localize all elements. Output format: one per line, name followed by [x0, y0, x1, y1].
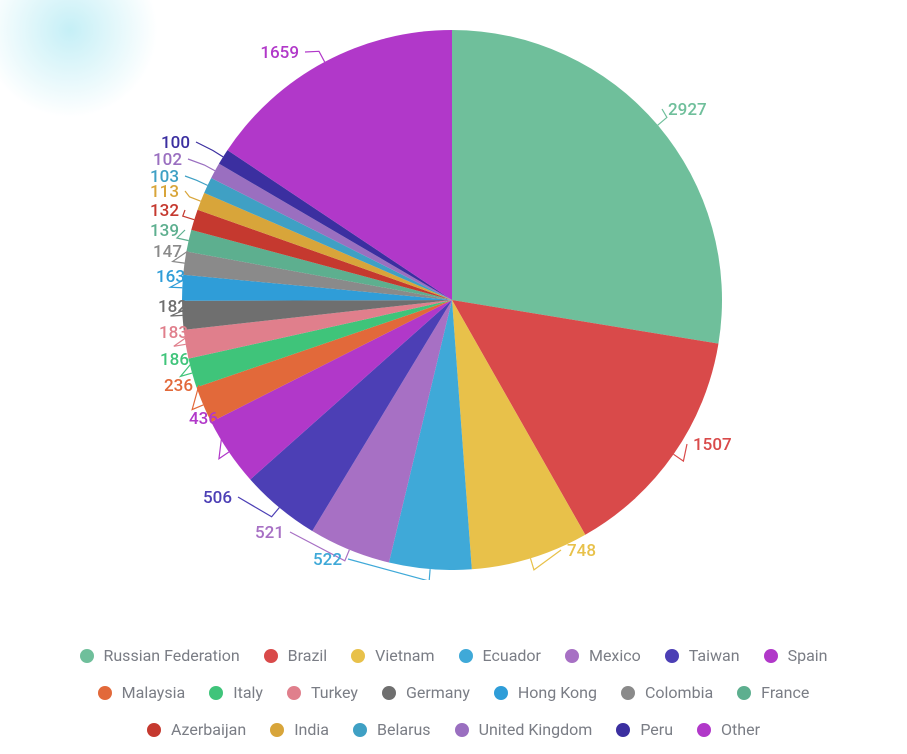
legend-item[interactable]: Turkey [287, 683, 358, 702]
pie-svg [182, 30, 722, 570]
legend-item[interactable]: India [270, 720, 329, 739]
legend-label: Hong Kong [518, 683, 597, 702]
legend-dot [737, 686, 751, 700]
legend-item[interactable]: Peru [616, 720, 673, 739]
legend-item[interactable]: Mexico [565, 646, 641, 665]
legend-dot [264, 649, 278, 663]
legend-dot [353, 723, 367, 737]
pie-slice[interactable] [452, 30, 722, 344]
legend-item[interactable]: United Kingdom [455, 720, 593, 739]
legend-item[interactable]: Germany [382, 683, 470, 702]
legend-label: Vietnam [375, 646, 434, 665]
legend-item[interactable]: Brazil [264, 646, 328, 665]
legend-dot [697, 723, 711, 737]
slice-label: 521 [255, 523, 284, 543]
legend-item[interactable]: Spain [764, 646, 828, 665]
legend-dot [287, 686, 301, 700]
legend-label: Ecuador [483, 646, 541, 665]
legend-dot [621, 686, 635, 700]
legend-dot [565, 649, 579, 663]
legend-item[interactable]: Italy [209, 683, 263, 702]
legend-label: Taiwan [689, 646, 740, 665]
slice-label: 132 [150, 201, 179, 221]
pie-chart: 2927 1507 748 522 521 506 436 236 186 183 182 163 14… [0, 20, 907, 580]
slice-label: 183 [159, 323, 188, 343]
slice-label: 100 [161, 133, 190, 153]
slice-label: 436 [189, 409, 218, 429]
legend-dot [98, 686, 112, 700]
slice-label: 163 [156, 267, 185, 287]
legend-label: India [294, 720, 329, 739]
legend-label: Azerbaijan [171, 720, 246, 739]
legend-label: Belarus [377, 720, 431, 739]
slice-label: 236 [164, 376, 193, 396]
legend-label: Spain [788, 646, 828, 665]
legend-item[interactable]: Belarus [353, 720, 431, 739]
legend-item[interactable]: Taiwan [665, 646, 740, 665]
slice-label: 182 [158, 297, 187, 317]
legend-item[interactable]: Other [697, 720, 760, 739]
legend-label: Colombia [645, 683, 713, 702]
legend-label: Germany [406, 683, 470, 702]
legend: Russian Federation Brazil Vietnam Ecuador Me… [0, 636, 907, 754]
slice-label: 102 [153, 150, 182, 170]
legend-dot [270, 723, 284, 737]
slice-label: 506 [203, 488, 232, 508]
legend-item[interactable]: Hong Kong [494, 683, 597, 702]
legend-label: Malaysia [122, 683, 186, 702]
legend-item[interactable]: Vietnam [351, 646, 434, 665]
legend-item[interactable]: Ecuador [459, 646, 541, 665]
slice-label: 147 [153, 242, 182, 262]
legend-item[interactable]: Russian Federation [80, 646, 240, 665]
legend-item[interactable]: Malaysia [98, 683, 186, 702]
legend-label: Brazil [288, 646, 328, 665]
slice-label: 748 [567, 541, 596, 561]
legend-dot [494, 686, 508, 700]
slice-label: 103 [150, 167, 179, 187]
legend-dot [209, 686, 223, 700]
legend-label: Turkey [311, 683, 358, 702]
slice-label: 522 [313, 550, 342, 570]
legend-label: Italy [233, 683, 263, 702]
legend-item[interactable]: France [737, 683, 809, 702]
legend-label: Russian Federation [104, 646, 240, 665]
slice-label: 186 [160, 350, 189, 370]
legend-dot [665, 649, 679, 663]
slice-label: 139 [150, 221, 179, 241]
slice-label: 1659 [260, 43, 299, 63]
legend-dot [616, 723, 630, 737]
legend-dot [455, 723, 469, 737]
legend-dot [459, 649, 473, 663]
legend-dot [80, 649, 94, 663]
legend-item[interactable]: Colombia [621, 683, 713, 702]
legend-dot [382, 686, 396, 700]
slice-label: 2927 [668, 100, 707, 120]
legend-dot [147, 723, 161, 737]
legend-item[interactable]: Azerbaijan [147, 720, 246, 739]
legend-label: Mexico [589, 646, 641, 665]
slice-label: 1507 [693, 435, 732, 455]
legend-label: Other [721, 720, 760, 739]
legend-dot [351, 649, 365, 663]
legend-label: United Kingdom [479, 720, 593, 739]
legend-label: Peru [640, 720, 673, 739]
legend-dot [764, 649, 778, 663]
legend-label: France [761, 683, 809, 702]
